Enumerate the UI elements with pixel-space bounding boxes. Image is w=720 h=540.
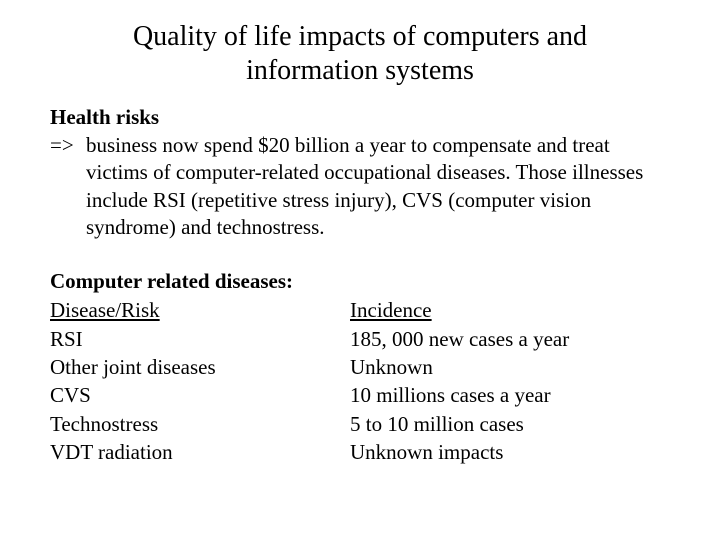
slide-title: Quality of life impacts of computers and…: [50, 20, 670, 87]
disease-name: RSI: [50, 325, 350, 353]
disease-incidence: Unknown impacts: [350, 438, 670, 466]
table-row: Other joint diseases Unknown: [50, 353, 670, 381]
disease-incidence: 10 millions cases a year: [350, 381, 670, 409]
diseases-subheading: Computer related diseases:: [50, 269, 670, 294]
health-risks-heading: Health risks: [50, 105, 670, 130]
disease-incidence: Unknown: [350, 353, 670, 381]
health-risks-body-row: => business now spend $20 billion a year…: [50, 132, 670, 241]
table-row: VDT radiation Unknown impacts: [50, 438, 670, 466]
disease-incidence: 185, 000 new cases a year: [350, 325, 670, 353]
diseases-col-header-left: Disease/Risk: [50, 296, 350, 324]
disease-name: Other joint diseases: [50, 353, 350, 381]
table-row: Technostress 5 to 10 million cases: [50, 410, 670, 438]
arrow-symbol: =>: [50, 132, 86, 159]
table-row: RSI 185, 000 new cases a year: [50, 325, 670, 353]
diseases-header-row: Disease/Risk Incidence: [50, 296, 670, 324]
disease-incidence: 5 to 10 million cases: [350, 410, 670, 438]
disease-name: CVS: [50, 381, 350, 409]
disease-name: Technostress: [50, 410, 350, 438]
diseases-col-header-right: Incidence: [350, 296, 670, 324]
disease-name: VDT radiation: [50, 438, 350, 466]
table-row: CVS 10 millions cases a year: [50, 381, 670, 409]
health-risks-body: business now spend $20 billion a year to…: [86, 132, 670, 241]
